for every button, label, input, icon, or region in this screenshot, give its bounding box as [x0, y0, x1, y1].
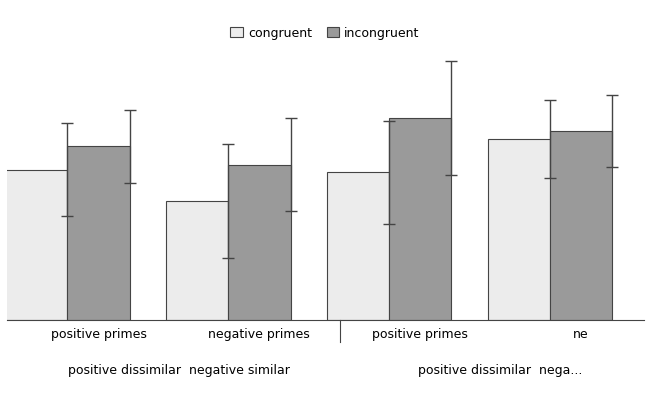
Bar — [228, 164, 291, 320]
Legend: congruent, incongruent: congruent, incongruent — [226, 22, 424, 45]
Bar — [5, 170, 67, 320]
Text: positive dissimilar  nega...: positive dissimilar nega... — [419, 364, 583, 376]
Bar — [488, 139, 550, 320]
Bar — [389, 118, 451, 320]
Bar — [550, 131, 612, 320]
Text: positive dissimilar  negative similar: positive dissimilar negative similar — [68, 364, 290, 376]
Bar — [67, 146, 129, 320]
Bar — [166, 201, 228, 320]
Bar — [327, 172, 389, 320]
